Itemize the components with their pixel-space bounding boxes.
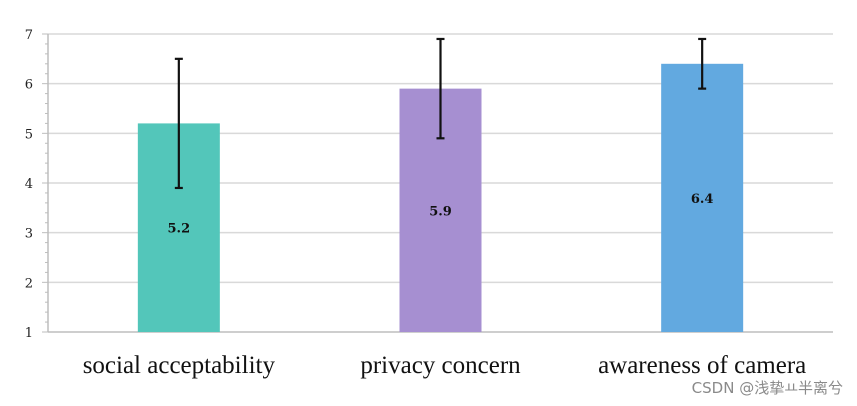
watermark: CSDN @浅挚ㅛ半离兮 xyxy=(691,379,843,397)
y-tick-label: 1 xyxy=(25,326,33,341)
data-label: 5.9 xyxy=(429,204,452,219)
y-axis-ticks: 1 2 3 4 5 6 7 xyxy=(25,28,48,341)
category-label: privacy concern xyxy=(360,352,521,379)
data-label: 5.2 xyxy=(168,222,191,237)
bar xyxy=(661,63,744,333)
y-tick-label: 2 xyxy=(25,276,33,291)
y-tick-label: 3 xyxy=(25,227,33,242)
y-tick-label: 7 xyxy=(25,28,33,43)
y-tick-label: 6 xyxy=(25,78,33,93)
y-tick-label: 4 xyxy=(25,177,33,192)
y-tick-label: 5 xyxy=(25,127,33,142)
category-label: social acceptability xyxy=(83,352,276,379)
bars xyxy=(137,63,744,333)
data-labels: 5.2 5.9 6.4 xyxy=(168,192,714,237)
category-label: awareness of camera xyxy=(598,352,806,379)
error-bars xyxy=(174,37,707,190)
data-label: 6.4 xyxy=(691,192,714,207)
category-labels: social acceptability privacy concern aware… xyxy=(83,352,807,379)
